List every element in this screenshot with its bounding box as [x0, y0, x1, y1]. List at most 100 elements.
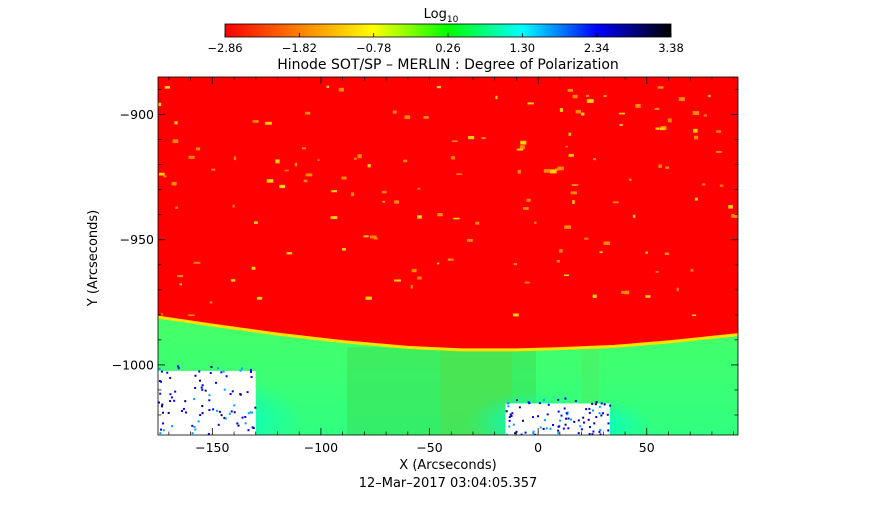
gap-noise	[566, 413, 569, 416]
speckle	[475, 221, 480, 225]
speckle	[603, 95, 607, 97]
gap-noise	[573, 420, 576, 423]
gap-noise	[209, 371, 212, 374]
gap-noise	[162, 422, 165, 425]
gap-noise	[598, 405, 601, 408]
gap-noise	[547, 403, 550, 406]
gap-noise	[250, 376, 253, 379]
speckle	[516, 148, 524, 151]
gap-noise	[220, 414, 223, 417]
speckle	[580, 112, 585, 116]
gap-noise	[559, 419, 562, 422]
gap-noise	[185, 411, 188, 414]
gap-noise	[159, 432, 162, 435]
gap-noise	[593, 422, 596, 425]
gap-noise	[591, 402, 594, 405]
speckle	[621, 290, 628, 294]
speckle	[495, 95, 498, 100]
gap-noise	[564, 397, 567, 400]
speckle	[692, 128, 698, 133]
gap-noise	[598, 412, 601, 415]
speckle	[160, 313, 163, 316]
speckle	[664, 252, 669, 255]
gap-noise	[225, 375, 228, 378]
gap-noise	[251, 411, 254, 414]
gap-noise	[599, 428, 602, 431]
gap-noise	[217, 423, 220, 426]
speckle	[456, 173, 462, 175]
speckle	[453, 217, 460, 220]
gap-noise	[207, 432, 210, 435]
speckle	[303, 179, 308, 183]
gap-noise	[580, 428, 583, 431]
speckle	[301, 147, 306, 150]
speckle	[392, 110, 397, 114]
speckle	[275, 159, 280, 164]
speckle	[703, 114, 708, 117]
gap-noise	[216, 367, 219, 370]
gap-noise	[557, 398, 560, 401]
gap-noise	[591, 409, 594, 412]
speckle	[599, 251, 603, 254]
speckle	[575, 109, 582, 114]
speckle	[411, 268, 417, 273]
speckle	[163, 175, 167, 178]
y-axis-label: Y (Arcseconds)	[86, 210, 101, 307]
limb-edge	[158, 315, 738, 352]
gap-noise	[194, 374, 197, 377]
gap-noise	[218, 410, 221, 413]
gap-noise	[240, 367, 243, 370]
gap-noise	[557, 425, 560, 428]
speckle	[410, 284, 413, 289]
gap-noise	[595, 416, 598, 419]
gap-noise	[212, 408, 215, 411]
gap-noise	[229, 393, 232, 396]
gap-noise	[563, 407, 566, 410]
gap-noise	[233, 411, 236, 414]
speckle	[382, 200, 385, 203]
gap-noise	[231, 390, 234, 393]
speckle	[645, 295, 651, 298]
gap-noise	[177, 365, 180, 368]
speckle	[632, 214, 636, 218]
colorbar-ticks: −2.86 −1.82 −0.78 0.26 1.30 2.34 3.38	[207, 33, 684, 55]
gap-noise	[191, 432, 194, 435]
gap-noise	[606, 413, 609, 416]
gap-noise	[564, 423, 567, 426]
speckle	[534, 221, 537, 224]
speckle	[517, 169, 521, 174]
gap-noise	[532, 432, 535, 435]
gap-noise	[201, 404, 204, 407]
gap-noise	[246, 391, 249, 394]
gap-noise	[607, 429, 610, 432]
plot-area	[158, 77, 738, 435]
gap-noise	[595, 401, 598, 404]
gap-noise	[201, 412, 204, 415]
speckle	[567, 88, 574, 92]
speckle	[468, 135, 475, 140]
gap-noise	[237, 424, 240, 427]
gap-noise	[169, 400, 172, 403]
gap-noise	[539, 426, 542, 429]
gap-noise	[507, 405, 510, 408]
speckle	[719, 184, 724, 187]
speckle	[365, 296, 372, 300]
speckle	[404, 115, 411, 120]
gap-noise	[508, 425, 511, 428]
speckle	[676, 287, 679, 292]
gap-noise	[199, 379, 202, 382]
gap-noise	[585, 408, 588, 411]
speckle	[519, 145, 525, 150]
speckle	[294, 162, 298, 167]
gap-noise	[162, 429, 165, 432]
speckle	[692, 111, 700, 115]
gap-noise	[194, 387, 197, 390]
speckle	[326, 85, 330, 88]
gap-noise	[532, 430, 535, 433]
gap-noise	[560, 414, 563, 417]
speckle	[570, 191, 578, 195]
speckle	[624, 290, 630, 295]
gap-noise	[215, 381, 218, 384]
colorbar-tick-label: 0.26	[435, 41, 461, 55]
speckle	[655, 127, 660, 130]
